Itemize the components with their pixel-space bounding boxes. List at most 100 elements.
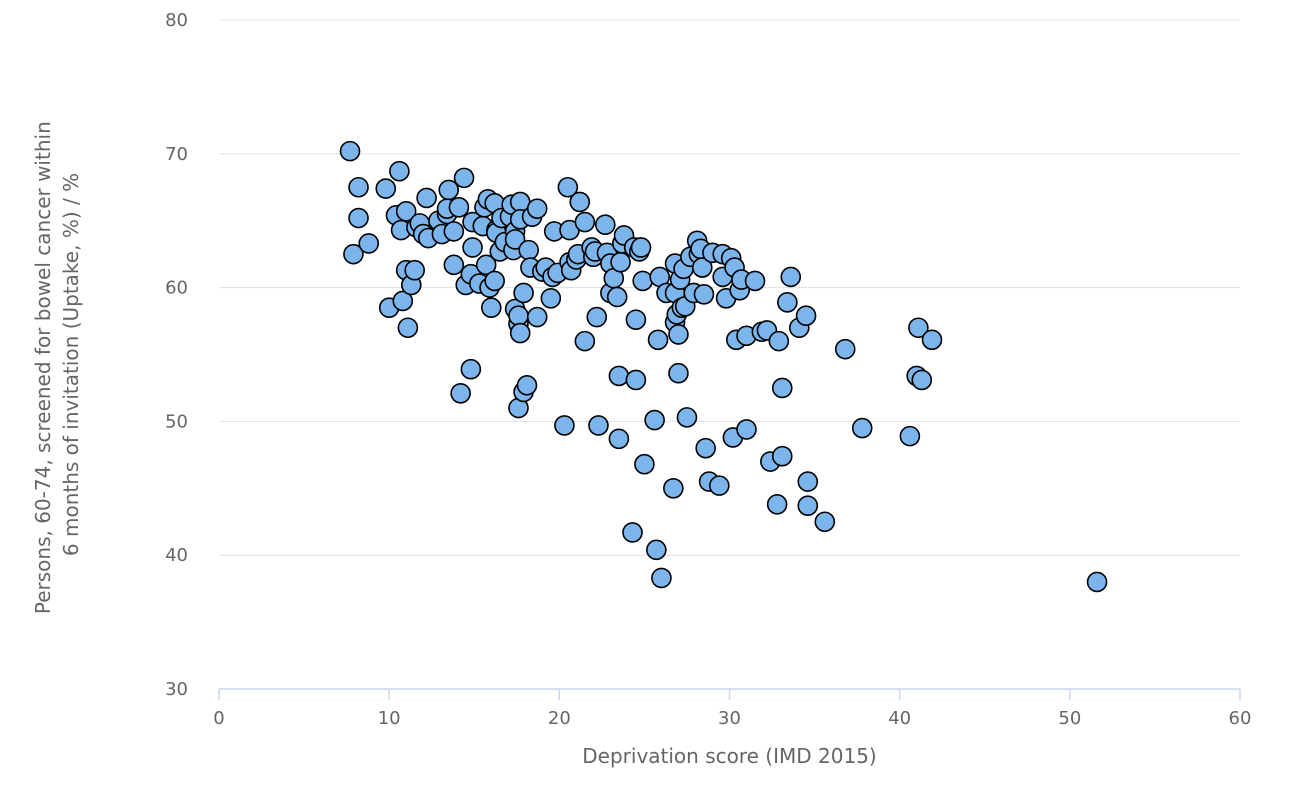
data-point[interactable] — [443, 221, 465, 242]
data-point[interactable] — [911, 369, 933, 391]
gridlines — [219, 19, 1240, 556]
data-point[interactable] — [475, 254, 497, 276]
data-point[interactable] — [736, 419, 757, 440]
data-point[interactable] — [771, 445, 793, 467]
data-point[interactable] — [744, 270, 766, 292]
y-tick-label: 40 — [165, 545, 188, 566]
data-point[interactable] — [797, 495, 819, 516]
y-axis-title-line-1: Persons, 60-74, screened for bowel cance… — [31, 121, 55, 614]
data-point[interactable] — [404, 259, 425, 281]
data-point[interactable] — [625, 309, 647, 331]
axes: 30 40 50 60 70 80 0 10 20 30 40 50 60 — [165, 10, 1251, 729]
data-point[interactable] — [606, 286, 628, 308]
data-point[interactable] — [630, 237, 652, 258]
data-point[interactable] — [348, 176, 369, 198]
x-tick-label: 40 — [888, 708, 911, 729]
data-point[interactable] — [647, 329, 669, 351]
data-point[interactable] — [375, 178, 397, 199]
data-point[interactable] — [632, 270, 654, 292]
data-point[interactable] — [634, 453, 655, 475]
data-point[interactable] — [540, 288, 562, 309]
data-point[interactable] — [610, 251, 631, 273]
data-point[interactable] — [484, 270, 505, 292]
data-point[interactable] — [518, 239, 540, 261]
data-point[interactable] — [646, 539, 667, 561]
x-tick-label: 10 — [378, 708, 401, 729]
data-point[interactable] — [395, 201, 417, 222]
y-tick-label: 60 — [165, 278, 188, 299]
data-point[interactable] — [450, 383, 471, 404]
y-tick-label: 70 — [165, 144, 188, 165]
data-point[interactable] — [509, 322, 531, 344]
data-point[interactable] — [569, 191, 591, 213]
data-point[interactable] — [516, 374, 538, 396]
x-tick-label: 30 — [718, 708, 741, 729]
data-point[interactable] — [358, 233, 380, 254]
data-point[interactable] — [504, 229, 526, 250]
x-axis-title: Deprivation score (IMD 2015) — [582, 744, 876, 768]
data-point[interactable] — [608, 428, 630, 450]
data-point[interactable] — [908, 317, 929, 339]
data-point[interactable] — [586, 306, 608, 328]
data-point[interactable] — [588, 415, 609, 436]
data-point[interactable] — [508, 305, 529, 326]
x-tick-label: 20 — [548, 708, 571, 729]
data-point[interactable] — [708, 475, 730, 496]
data-point[interactable] — [795, 305, 817, 326]
data-point[interactable] — [1086, 571, 1108, 593]
data-point[interactable] — [554, 415, 575, 436]
data-point[interactable] — [921, 329, 943, 351]
data-point[interactable] — [416, 187, 437, 209]
data-point[interactable] — [777, 292, 798, 313]
data-point[interactable] — [814, 511, 836, 533]
data-point[interactable] — [766, 494, 788, 515]
data-point[interactable] — [771, 377, 793, 399]
data-point[interactable] — [443, 254, 465, 276]
data-point[interactable] — [676, 407, 698, 428]
data-point[interactable] — [453, 167, 475, 189]
data-point[interactable] — [899, 425, 921, 447]
data-point[interactable] — [397, 317, 419, 339]
data-point[interactable] — [460, 358, 482, 380]
y-tick-label: 30 — [165, 679, 188, 700]
data-point[interactable] — [625, 369, 647, 391]
data-point[interactable] — [480, 297, 502, 318]
data-point[interactable] — [348, 207, 369, 229]
data-point[interactable] — [851, 417, 873, 439]
data-point[interactable] — [651, 567, 672, 589]
data-point[interactable] — [343, 243, 364, 265]
data-point[interactable] — [797, 471, 819, 492]
data-point[interactable] — [768, 330, 790, 352]
data-point[interactable] — [644, 409, 665, 431]
data-point[interactable] — [663, 477, 684, 499]
data-point[interactable] — [594, 214, 616, 236]
data-point[interactable] — [668, 324, 689, 345]
data-point[interactable] — [691, 257, 713, 278]
y-axis-title: Persons, 60-74, screened for bowel cance… — [31, 115, 83, 614]
data-point[interactable] — [574, 330, 596, 352]
x-tick-label: 60 — [1229, 708, 1252, 729]
data-point[interactable] — [695, 437, 716, 459]
data-point[interactable] — [693, 283, 715, 305]
data-point[interactable] — [389, 160, 410, 182]
data-point[interactable] — [462, 237, 483, 258]
data-point[interactable] — [526, 198, 548, 219]
data-point[interactable] — [622, 522, 643, 543]
data-point[interactable] — [557, 176, 579, 198]
data-point[interactable] — [668, 362, 689, 384]
data-point[interactable] — [448, 197, 470, 218]
data-point[interactable] — [574, 211, 596, 233]
data-point[interactable] — [513, 282, 534, 304]
y-tick-label: 50 — [165, 411, 188, 432]
data-point[interactable] — [392, 290, 414, 312]
data-point[interactable] — [608, 365, 630, 387]
data-points — [339, 140, 1108, 593]
data-point[interactable] — [780, 266, 802, 288]
y-tick-label: 80 — [165, 10, 188, 31]
x-tick-label: 50 — [1058, 708, 1081, 729]
data-point[interactable] — [526, 306, 548, 328]
data-point[interactable] — [339, 140, 361, 162]
data-point[interactable] — [834, 338, 856, 360]
